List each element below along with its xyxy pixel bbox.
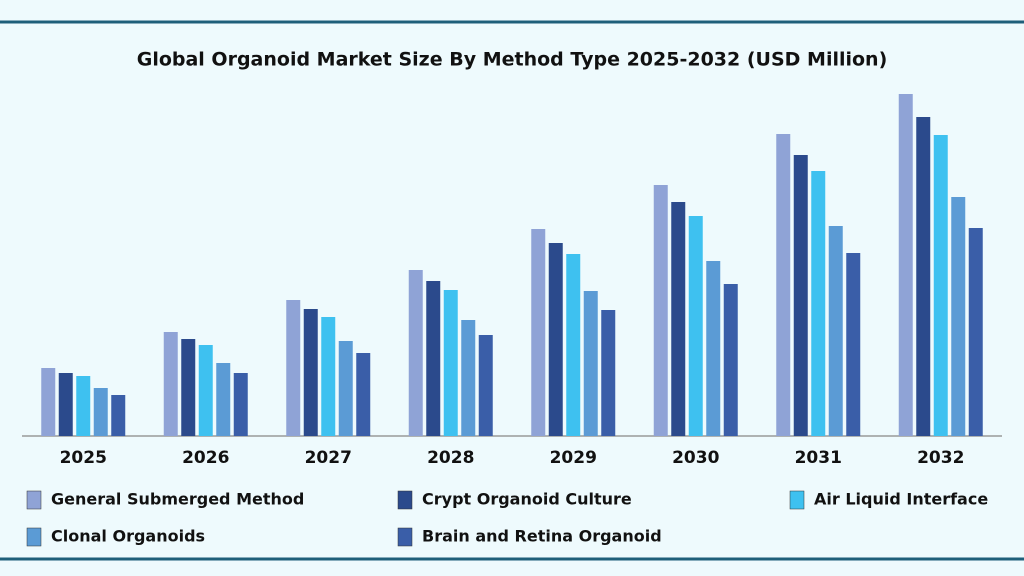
x-tick-label: 2031 [795, 448, 842, 468]
bar [111, 395, 126, 436]
legend-label: Crypt Organoid Culture [422, 490, 632, 509]
bar [461, 320, 476, 436]
legend-swatch [26, 490, 42, 510]
bar [286, 300, 301, 436]
bar [828, 226, 843, 436]
bar [356, 353, 371, 436]
bar [233, 373, 248, 436]
bar [198, 345, 213, 436]
x-tick-label: 2032 [917, 448, 964, 468]
legend-swatch [789, 490, 805, 510]
legend-label: Clonal Organoids [51, 527, 205, 546]
bar [548, 243, 563, 436]
bar [566, 254, 581, 436]
x-tick-label: 2027 [305, 448, 352, 468]
bar [443, 290, 458, 436]
bar [426, 281, 441, 436]
legend-swatch [397, 490, 413, 510]
chart-title: Global Organoid Market Size By Method Ty… [137, 49, 888, 71]
bar [321, 317, 336, 436]
bar [338, 341, 353, 436]
bar [41, 368, 56, 436]
legend-swatch [397, 527, 413, 547]
bar [601, 310, 616, 436]
legend-swatch [26, 527, 42, 547]
legend-label: General Submerged Method [51, 490, 304, 509]
bar [93, 388, 108, 436]
legend-label: Brain and Retina Organoid [422, 527, 662, 546]
bar [776, 134, 791, 436]
bar [951, 197, 966, 436]
bar [968, 228, 983, 436]
bar [531, 229, 546, 436]
bar [76, 376, 91, 436]
bar [811, 171, 826, 436]
x-tick-label: 2025 [60, 448, 107, 468]
bar [916, 117, 931, 436]
bar [933, 135, 948, 436]
x-tick-label: 2029 [550, 448, 597, 468]
bar [846, 253, 861, 436]
bar [58, 373, 73, 436]
bar [898, 94, 913, 436]
bar [706, 261, 721, 436]
x-tick-label: 2026 [182, 448, 229, 468]
bar [723, 284, 738, 436]
bar [583, 291, 598, 436]
bar [181, 339, 196, 436]
x-tick-label: 2030 [672, 448, 719, 468]
bar [163, 332, 178, 436]
bar [216, 363, 231, 436]
bar [408, 270, 423, 436]
bar [688, 216, 703, 436]
bar [478, 335, 493, 436]
bar [671, 202, 686, 436]
x-tick-label: 2028 [427, 448, 474, 468]
legend-label: Air Liquid Interface [814, 490, 988, 509]
bar [793, 155, 808, 436]
bar [653, 185, 668, 436]
bar [303, 309, 318, 436]
